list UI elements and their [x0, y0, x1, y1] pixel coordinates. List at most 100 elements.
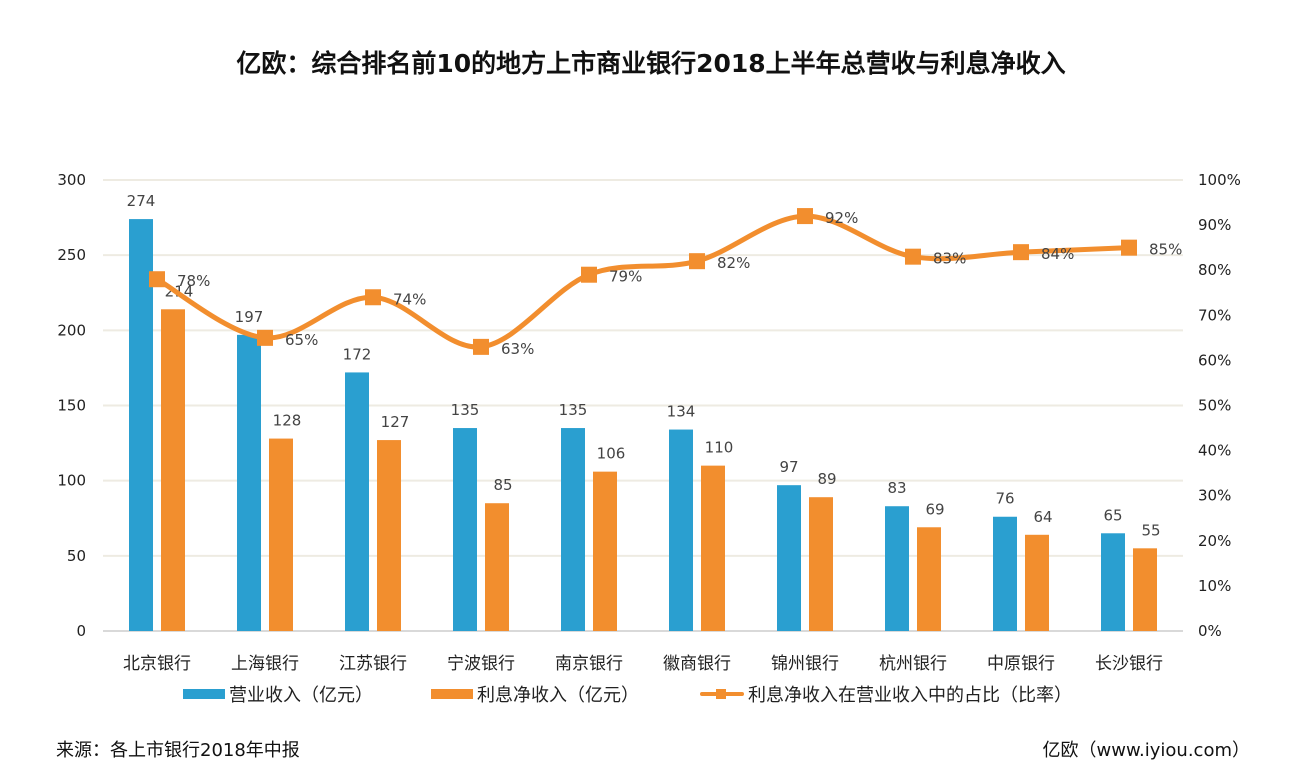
ratio-marker: [689, 253, 705, 270]
label-interest: 128: [273, 412, 302, 430]
label-revenue: 65: [1103, 506, 1122, 524]
category-label: 南京银行: [555, 654, 623, 674]
right-tick-label: 70%: [1198, 306, 1231, 324]
bar-revenue: [453, 428, 477, 631]
ratio-marker: [1013, 244, 1029, 261]
right-tick-label: 0%: [1198, 622, 1222, 640]
ratio-marker: [797, 208, 813, 225]
right-tick-label: 30%: [1198, 487, 1231, 505]
bars: [129, 219, 1157, 631]
ratio-label: 92%: [825, 209, 858, 227]
legend-item-ratio: 利息净收入在营业收入中的占比（比率）: [700, 681, 1072, 707]
bar-revenue: [1101, 533, 1125, 631]
ratio-label: 63%: [501, 340, 534, 358]
label-interest: 55: [1141, 521, 1160, 539]
category-label: 宁波银行: [447, 654, 515, 674]
label-interest: 69: [925, 500, 944, 518]
category-label: 上海银行: [231, 654, 299, 674]
ratio-marker: [473, 338, 489, 355]
label-interest: 110: [705, 439, 734, 457]
right-tick-label: 50%: [1198, 397, 1231, 415]
legend-label-interest: 利息净收入（亿元）: [477, 685, 639, 706]
left-tick-label: 300: [57, 171, 86, 189]
bar-interest: [1025, 534, 1049, 631]
legend-swatch-ratio: [700, 689, 744, 699]
right-tick-label: 40%: [1198, 442, 1231, 460]
category-labels: 北京银行 上海银行 江苏银行 宁波银行 南京银行 徽商银行 锦州银行 杭州银行 中原银行 长沙银行: [123, 654, 1163, 674]
chart-title: 亿欧：综合排名前10的地方上市商业银行2018上半年总营收与利息净收入: [236, 49, 1066, 78]
ratio-label: 74%: [393, 290, 426, 308]
ratio-marker: [581, 266, 597, 283]
bar-revenue: [885, 506, 909, 631]
right-tick-label: 10%: [1198, 577, 1231, 595]
ratio-marker: [257, 329, 273, 346]
legend-item-revenue: 营业收入（亿元）: [183, 681, 373, 707]
bar-revenue: [345, 372, 369, 631]
label-interest: 85: [493, 476, 512, 494]
label-revenue: 197: [235, 308, 264, 326]
category-label: 江苏银行: [339, 654, 407, 674]
category-label: 中原银行: [987, 654, 1055, 674]
category-label: 杭州银行: [879, 654, 947, 674]
bar-data-labels: 2742141971281721271358513510613411097898…: [127, 192, 1161, 539]
bar-interest: [377, 440, 401, 631]
label-revenue: 134: [667, 403, 696, 421]
ratio-line: [154, 213, 1132, 350]
legend: 营业收入（亿元） 利息净收入（亿元） 利息净收入在营业收入中的占比（比率）: [0, 681, 1302, 707]
bar-revenue: [129, 219, 153, 631]
bar-revenue: [561, 428, 585, 631]
right-tick-label: 60%: [1198, 351, 1231, 369]
left-axis-ticks: 0 50 100 150 200 250 300: [57, 171, 86, 640]
bar-interest: [593, 471, 617, 631]
ratio-label: 85%: [1149, 241, 1182, 259]
right-tick-label: 100%: [1198, 171, 1241, 189]
label-interest: 106: [597, 445, 626, 463]
ratio-marker: [905, 248, 921, 265]
category-label: 北京银行: [123, 654, 191, 674]
bar-interest: [269, 438, 293, 631]
right-tick-label: 80%: [1198, 261, 1231, 279]
ratio-label: 84%: [1041, 245, 1074, 263]
right-axis-ticks: 0% 10% 20% 30% 40% 50% 60% 70% 80% 90% 100%: [1198, 171, 1241, 640]
bar-interest: [1133, 548, 1157, 631]
label-interest: 89: [817, 470, 836, 488]
legend-label-ratio: 利息净收入在营业收入中的占比（比率）: [748, 685, 1072, 706]
label-revenue: 135: [451, 401, 480, 419]
legend-label-revenue: 营业收入（亿元）: [229, 685, 373, 706]
ratio-marker: [149, 271, 165, 288]
ratio-label: 83%: [933, 250, 966, 268]
label-interest: 127: [381, 413, 410, 431]
label-revenue: 135: [559, 401, 588, 419]
ratio-label: 82%: [717, 254, 750, 272]
legend-swatch-revenue: [183, 689, 225, 699]
credit-note: 亿欧（www.iyiou.com）: [1042, 740, 1250, 761]
left-tick-label: 50: [67, 547, 86, 565]
ratio-label: 78%: [177, 272, 210, 290]
bar-revenue: [669, 429, 693, 631]
bar-interest: [809, 497, 833, 631]
bar-interest: [701, 465, 725, 631]
label-revenue: 172: [343, 345, 372, 363]
right-tick-label: 90%: [1198, 216, 1231, 234]
left-tick-label: 100: [57, 472, 86, 490]
label-revenue: 76: [995, 490, 1014, 508]
bar-revenue: [777, 485, 801, 631]
category-label: 徽商银行: [663, 654, 731, 674]
label-interest: 64: [1033, 508, 1052, 526]
category-label: 锦州银行: [771, 654, 839, 674]
bar-interest: [485, 503, 509, 631]
ratio-marker: [365, 289, 381, 306]
left-tick-label: 200: [57, 321, 86, 339]
ratio-data-labels: 78% 65% 74% 63% 79% 82% 92% 83% 84% 85%: [177, 209, 1182, 358]
left-tick-label: 150: [57, 397, 86, 415]
left-tick-label: 250: [57, 246, 86, 264]
bar-interest: [917, 527, 941, 631]
source-note: 来源：各上市银行2018年中报: [56, 740, 300, 761]
ratio-label: 65%: [285, 331, 318, 349]
bar-revenue: [237, 334, 261, 631]
ratio-marker: [1121, 239, 1137, 256]
right-tick-label: 20%: [1198, 532, 1231, 550]
label-revenue: 97: [779, 458, 798, 476]
legend-swatch-interest: [431, 689, 473, 699]
